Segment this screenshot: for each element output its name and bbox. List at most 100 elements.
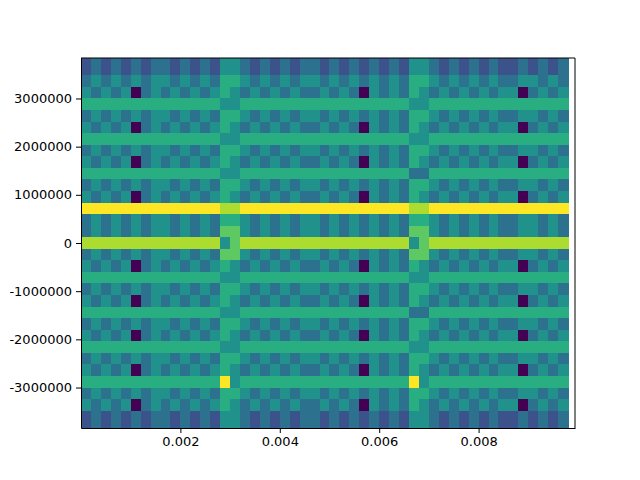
heatmap-cell	[479, 272, 489, 284]
heatmap-cell	[489, 260, 499, 272]
heatmap-cell	[161, 226, 171, 238]
heatmap-cell	[91, 87, 101, 99]
heatmap-cell	[369, 353, 379, 365]
heatmap-cell	[439, 75, 449, 87]
heatmap-cell	[359, 214, 369, 226]
heatmap-cell	[449, 87, 459, 99]
heatmap-cell	[359, 318, 369, 330]
heatmap-cell	[81, 237, 91, 249]
heatmap-cell	[250, 156, 260, 168]
heatmap-cell	[359, 399, 369, 411]
heatmap-cell	[300, 98, 310, 110]
heatmap-cell	[141, 122, 151, 134]
heatmap-cell	[508, 203, 518, 215]
heatmap-cell	[479, 364, 489, 376]
heatmap-cell	[290, 156, 300, 168]
heatmap-cell	[240, 295, 250, 307]
heatmap-cell	[131, 237, 141, 249]
heatmap-cell	[498, 249, 508, 261]
heatmap-cell	[131, 87, 141, 99]
heatmap-cell	[210, 87, 220, 99]
heatmap-cell	[489, 156, 499, 168]
heatmap-cell	[111, 58, 121, 64]
heatmap-cell	[200, 411, 210, 423]
heatmap-cell	[449, 318, 459, 330]
heatmap-cell	[409, 422, 419, 428]
heatmap-cell	[489, 411, 499, 423]
x-tick-mark	[180, 428, 181, 433]
heatmap-cell	[429, 388, 439, 400]
heatmap-cell	[359, 307, 369, 319]
heatmap-cell	[121, 237, 131, 249]
heatmap-cell	[459, 388, 469, 400]
y-tick-label: 1000000	[14, 187, 72, 202]
heatmap-cell	[479, 388, 489, 400]
heatmap-cell	[290, 122, 300, 134]
heatmap-cell	[240, 191, 250, 203]
heatmap-cell	[359, 341, 369, 353]
heatmap-cell	[518, 399, 528, 411]
heatmap-cell	[190, 226, 200, 238]
heatmap-cell	[170, 341, 180, 353]
heatmap-cell	[508, 133, 518, 145]
heatmap-cell	[260, 145, 270, 157]
heatmap-cell	[170, 353, 180, 365]
y-tick-mark	[76, 147, 81, 148]
heatmap-cell	[141, 110, 151, 122]
heatmap-cell	[230, 364, 240, 376]
heatmap-cell	[489, 75, 499, 87]
heatmap-cell	[190, 295, 200, 307]
heatmap-cell	[220, 58, 230, 64]
heatmap-cell	[518, 214, 528, 226]
heatmap-cell	[290, 411, 300, 423]
heatmap-cell	[210, 191, 220, 203]
heatmap-cell	[419, 133, 429, 145]
heatmap-cell	[220, 214, 230, 226]
heatmap-cell	[528, 237, 538, 249]
heatmap-cell	[280, 399, 290, 411]
heatmap-cell	[459, 87, 469, 99]
heatmap-cell	[111, 110, 121, 122]
heatmap-cell	[379, 145, 389, 157]
heatmap-cell	[91, 122, 101, 134]
heatmap-cell	[419, 237, 429, 249]
heatmap-cell	[339, 307, 349, 319]
heatmap-cell	[548, 260, 558, 272]
heatmap-cell	[101, 353, 111, 365]
heatmap-cell	[240, 98, 250, 110]
heatmap-cell	[220, 272, 230, 284]
heatmap-cell	[558, 122, 568, 134]
heatmap-cell	[469, 237, 479, 249]
heatmap-cell	[151, 156, 161, 168]
heatmap-cell	[190, 58, 200, 64]
heatmap-cell	[320, 307, 330, 319]
heatmap-cell	[111, 156, 121, 168]
heatmap-cell	[558, 307, 568, 319]
heatmap-cell	[389, 330, 399, 342]
heatmap-cell	[250, 388, 260, 400]
y-axis: -3000000-2000000-10000000100000020000003…	[9, 59, 81, 429]
heatmap-cell	[349, 283, 359, 295]
heatmap-cell	[260, 133, 270, 145]
heatmap-cell	[210, 122, 220, 134]
heatmap-cell	[210, 341, 220, 353]
heatmap-cell	[479, 353, 489, 365]
heatmap-cell	[310, 353, 320, 365]
heatmap-cell	[320, 87, 330, 99]
heatmap-cell	[329, 364, 339, 376]
y-tick-label: 2000000	[14, 139, 72, 154]
heatmap-cell	[419, 191, 429, 203]
heatmap-cell	[200, 283, 210, 295]
heatmap-cell	[369, 411, 379, 423]
heatmap-cell	[240, 122, 250, 134]
heatmap-cell	[220, 388, 230, 400]
heatmap-cell	[439, 226, 449, 238]
heatmap-cell	[81, 364, 91, 376]
heatmap-cell	[369, 376, 379, 388]
heatmap-cell	[290, 318, 300, 330]
heatmap-cell	[429, 191, 439, 203]
frame-right	[575, 58, 576, 428]
heatmap-cell	[379, 422, 389, 428]
heatmap-cell	[270, 191, 280, 203]
heatmap-cell	[91, 64, 101, 76]
